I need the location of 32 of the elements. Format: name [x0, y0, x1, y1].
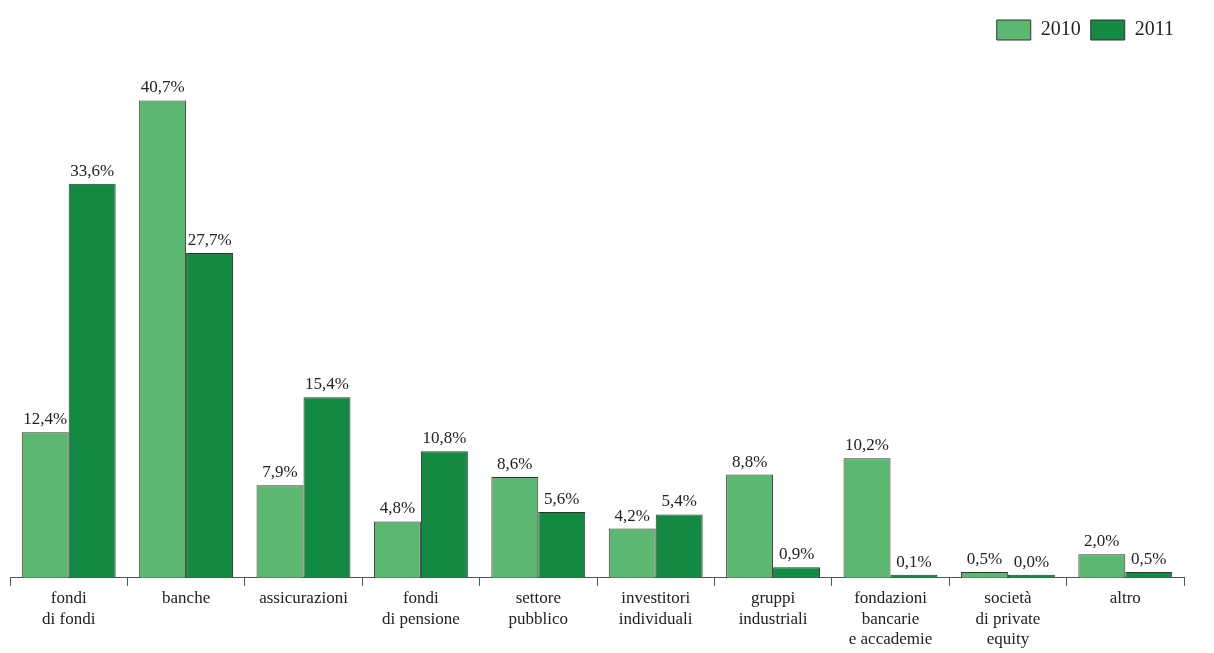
- x-tick-label: banche: [162, 588, 211, 608]
- data-label: 0,1%: [896, 551, 932, 571]
- data-label: 0,9%: [778, 544, 815, 564]
- data-label: 5,6%: [544, 489, 580, 509]
- x-tick-label: investitori individuali: [618, 588, 693, 628]
- data-label: 7,9%: [262, 462, 298, 482]
- data-label: 12,4%: [23, 409, 68, 429]
- x-tick-label: società di private equity: [975, 588, 1041, 649]
- legend-label: 2011: [1134, 17, 1175, 40]
- x-tick-label: gruppi industriali: [738, 588, 808, 628]
- x-tick-label: altro: [1109, 588, 1141, 608]
- data-label: 15,4%: [305, 374, 349, 394]
- data-label: 40,7%: [140, 77, 185, 97]
- data-label: 8,6%: [497, 453, 533, 473]
- x-tick-label: fondi di fondi: [42, 588, 96, 628]
- data-label: 10,2%: [845, 435, 889, 455]
- data-label: 5,4%: [661, 491, 697, 511]
- data-label: 2,0%: [1084, 531, 1120, 551]
- x-tick-label: assicurazioni: [259, 588, 349, 608]
- x-tick-label: fondazioni bancarie e accademie: [848, 588, 933, 649]
- data-label: 0,5%: [1131, 548, 1167, 568]
- x-tick-label: settore pubblico: [508, 588, 569, 628]
- data-label: 33,6%: [70, 160, 115, 180]
- data-label: 8,8%: [731, 451, 768, 471]
- data-label: 4,8%: [379, 498, 416, 518]
- data-label: 0,5%: [966, 548, 1003, 568]
- data-label: 10,8%: [422, 428, 467, 448]
- legend-label: 2010: [1040, 17, 1081, 40]
- data-label: 4,2%: [614, 505, 650, 525]
- x-tick-label: fondi di pensione: [381, 588, 460, 628]
- data-label: 27,7%: [187, 229, 232, 249]
- data-label: 0,0%: [1013, 551, 1050, 571]
